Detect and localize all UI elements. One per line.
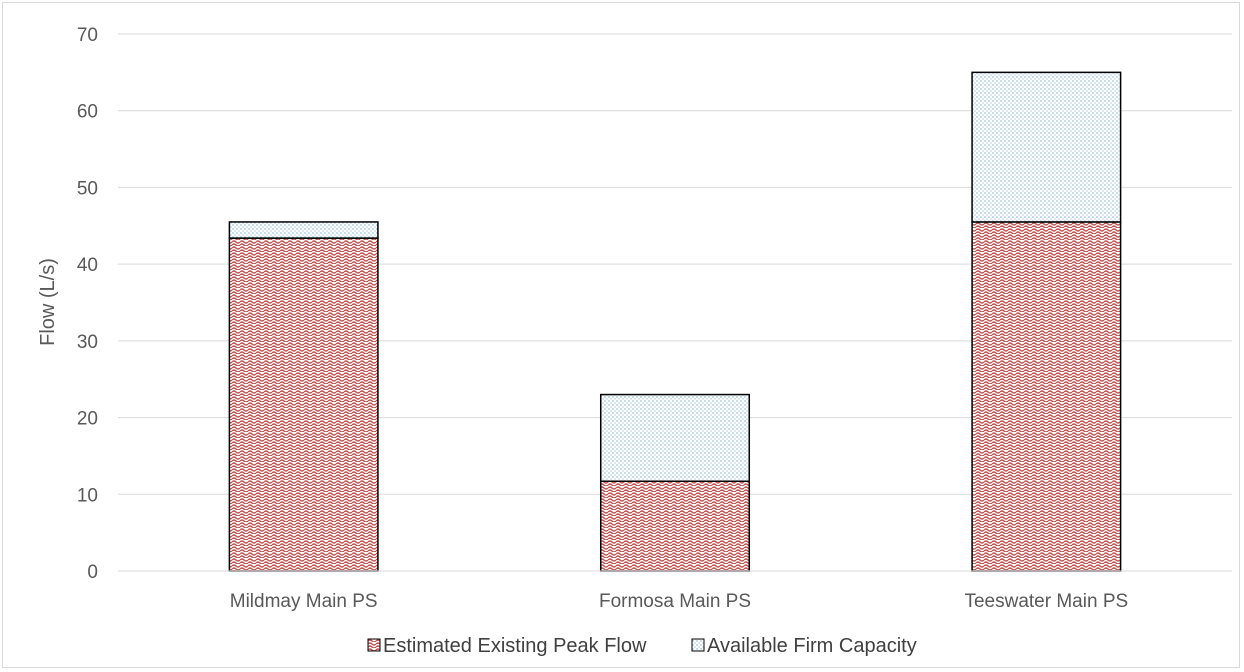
legend-swatch [367, 638, 381, 652]
y-tick-label: 20 [77, 409, 98, 430]
bars [228, 71, 1122, 572]
y-tick-label: 10 [77, 485, 98, 506]
y-axis-title: Flow (L/s) [37, 258, 59, 346]
x-axis-ticks: Mildmay Main PS Formosa Main PS Teeswater … [118, 570, 1232, 612]
bar-segment-firm-capacity [971, 71, 1122, 223]
y-tick-label: 60 [77, 102, 98, 123]
legend-swatch [691, 638, 705, 652]
x-tick-label: Mildmay Main PS [230, 591, 378, 612]
bar-segment-firm-capacity [228, 221, 379, 239]
y-axis-ticks: 0 10 20 30 40 50 60 70 [77, 25, 98, 583]
legend-label: Available Firm Capacity [707, 635, 917, 657]
bar-segment-peak-flow [599, 480, 751, 572]
legend-label: Estimated Existing Peak Flow [383, 635, 647, 657]
bar-segment-firm-capacity [599, 393, 751, 482]
x-tick-label: Formosa Main PS [599, 591, 751, 612]
y-tick-label: 30 [77, 332, 98, 353]
y-tick-label: 70 [77, 25, 98, 46]
x-tick-label: Teeswater Main PS [964, 591, 1128, 612]
bar-segment-peak-flow [971, 221, 1122, 572]
y-tick-label: 0 [87, 562, 98, 583]
bar-segment-peak-flow [228, 237, 379, 572]
legend: Estimated Existing Peak Flow Available Fi… [367, 635, 917, 657]
y-tick-label: 40 [77, 255, 98, 276]
y-tick-label: 50 [77, 178, 98, 199]
